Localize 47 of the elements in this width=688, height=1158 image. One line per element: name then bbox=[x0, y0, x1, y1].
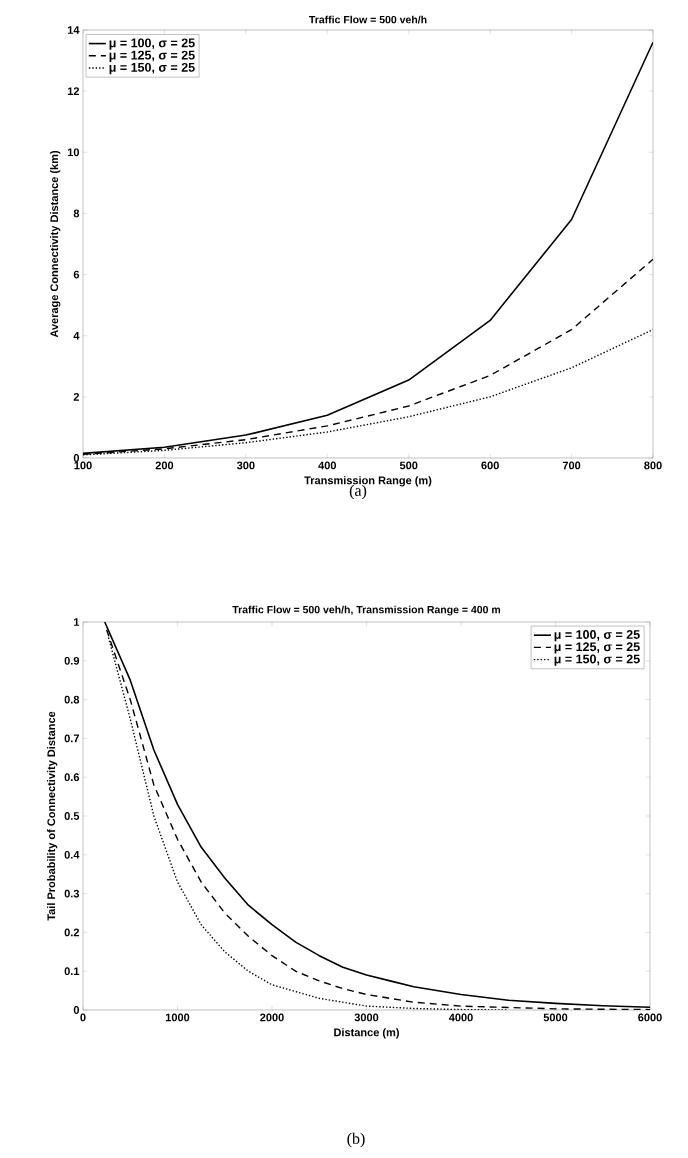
legend-label: μ = 100, σ = 25 bbox=[109, 38, 195, 50]
chart-title: Traffic Flow = 500 veh/h, Transmission Range = 400 m bbox=[232, 605, 501, 616]
y-tick-label: 6 bbox=[73, 270, 80, 279]
legend-label: μ = 125, σ = 25 bbox=[554, 642, 640, 654]
y-tick-label: 0.5 bbox=[64, 812, 80, 820]
y-tick-label: 14 bbox=[67, 26, 80, 34]
legend-label: μ = 125, σ = 25 bbox=[109, 50, 195, 62]
x-axis-title: Distance (m) bbox=[334, 1028, 399, 1039]
y-tick-label: 0 bbox=[73, 454, 80, 462]
x-tick-label: 100 bbox=[74, 461, 92, 470]
chart-title: Traffic Flow = 500 veh/h bbox=[309, 15, 427, 24]
y-tick-label: 0.7 bbox=[64, 734, 79, 743]
text: (b) bbox=[347, 1132, 365, 1148]
y-tick-label: 0.4 bbox=[64, 850, 80, 859]
x-tick-label: 800 bbox=[644, 461, 662, 470]
y-tick-label: 0.2 bbox=[64, 928, 80, 937]
x-tick-label: 2000 bbox=[260, 1013, 284, 1022]
x-tick-label: 1000 bbox=[165, 1013, 190, 1022]
y-axis-title: Average Connectivity Distance (km) bbox=[50, 150, 61, 338]
legend-label: μ = 150, σ = 25 bbox=[109, 62, 195, 75]
y-tick-label: 0.9 bbox=[64, 656, 80, 665]
y-tick-label: 0 bbox=[73, 1006, 80, 1014]
x-tick-label: 600 bbox=[481, 461, 499, 470]
x-tick-label: 300 bbox=[236, 461, 255, 470]
y-tick-label: 12 bbox=[67, 87, 80, 95]
x-tick-label: 6000 bbox=[638, 1013, 662, 1022]
y-tick-label: 0.1 bbox=[64, 967, 80, 976]
y-tick-label: 8 bbox=[73, 209, 80, 218]
x-tick-label: 500 bbox=[399, 461, 418, 470]
x-tick-label: 3000 bbox=[354, 1013, 379, 1022]
y-tick-label: 1 bbox=[74, 618, 80, 626]
text: (a) bbox=[349, 484, 367, 500]
legend-label: μ = 100, σ = 25 bbox=[554, 630, 640, 642]
legend-label: μ = 150, σ = 25 bbox=[554, 654, 640, 666]
x-tick-label: 5000 bbox=[543, 1013, 568, 1022]
y-tick-label: 0.3 bbox=[64, 889, 80, 898]
x-tick-label: 700 bbox=[562, 461, 581, 470]
y-tick-label: 10 bbox=[67, 148, 80, 157]
y-tick-label: 0.8 bbox=[64, 695, 80, 704]
y-tick-label: 0.6 bbox=[64, 773, 80, 782]
x-tick-label: 0 bbox=[80, 1013, 86, 1022]
y-tick-label: 2 bbox=[73, 393, 80, 401]
x-tick-label: 4000 bbox=[448, 1013, 473, 1022]
x-tick-label: 400 bbox=[318, 461, 337, 470]
y-tick-label: 4 bbox=[73, 331, 80, 340]
y-axis-title: Tail Probability of Connectivity Distance bbox=[47, 711, 58, 921]
x-tick-label: 200 bbox=[155, 461, 174, 470]
